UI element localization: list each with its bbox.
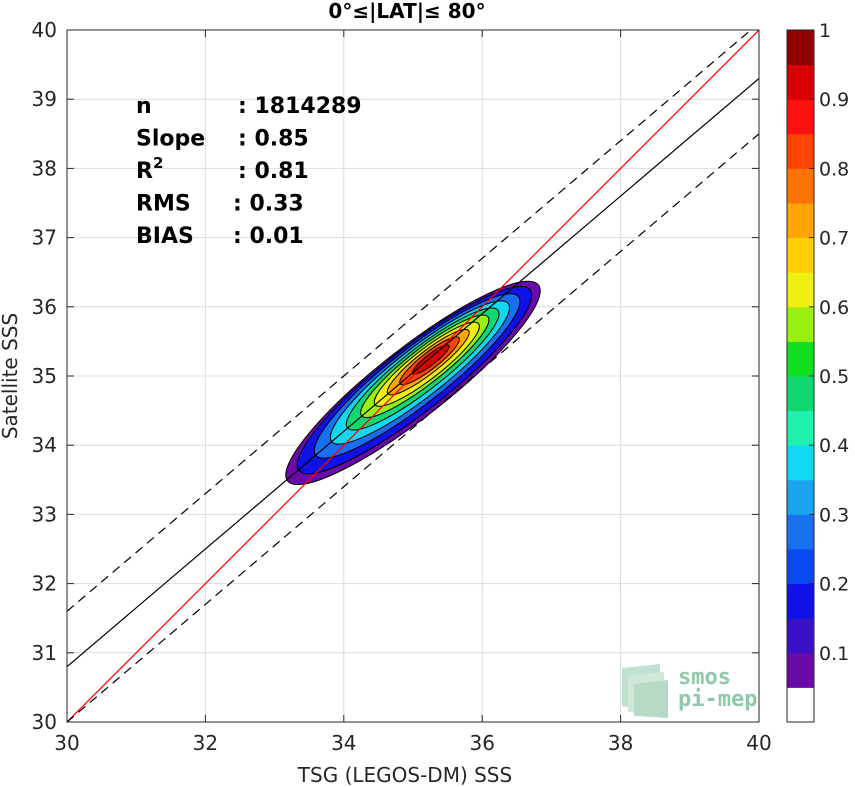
upper-bound-line [67,30,752,612]
colorbar-tick-label: 0.4 [819,435,849,457]
colorbar-tick-label: 0.5 [819,366,849,388]
colorbar-swatch [787,30,814,66]
logo-waves-icon [622,664,668,718]
colorbar-swatch [787,341,814,377]
colorbar-swatch [787,64,814,100]
stat-label: RMS [136,192,191,217]
logo-line1: smos [678,665,731,690]
stat-value: : 0.85 [238,127,309,152]
colorbar-swatch [787,410,814,446]
colorbar-swatch [787,376,814,412]
stat-label: n [136,94,152,119]
colorbar-swatch [787,272,814,308]
grid [66,29,760,723]
colorbar-swatch [787,652,814,688]
y-tick-label: 30 [32,710,57,734]
colorbar-tick-label: 0.1 [819,643,849,665]
colorbar-tick-label: 0.9 [819,89,849,111]
y-tick-label: 37 [32,226,57,250]
colorbar-swatch [787,445,814,481]
colorbar-swatch [787,99,814,135]
fit-lines [67,30,759,722]
y-tick-label: 36 [32,295,57,319]
stat-label: Slope [136,127,205,152]
lower-bound-line [67,133,759,722]
y-tick-label: 33 [32,502,57,526]
x-tick-label: 30 [54,731,79,755]
x-axis-label: TSG (LEGOS-DM) SSS [297,763,512,787]
x-tick-label: 38 [608,731,633,755]
colorbar-tick-label: 0.8 [819,158,849,180]
y-tick-label: 38 [32,156,57,180]
colorbar-swatch [787,687,814,723]
axes: 30 32 34 36 38 40 30 31 32 33 34 35 36 37 38 39 40 [32,18,772,755]
colorbar-swatch [787,203,814,239]
logo-line2: pi-mep [678,687,757,712]
stat-value: : 0.33 [233,192,304,217]
y-tick-label: 32 [32,572,57,596]
x-tick-label: 32 [193,731,218,755]
stat-value: : 0.81 [238,159,309,184]
stat-label-superscript: 2 [153,154,163,172]
y-tick-label: 39 [32,87,57,111]
x-tick-label: 36 [469,731,494,755]
y-tick-label: 31 [32,641,57,665]
regression-line [67,77,759,668]
y-tick-label: 35 [32,364,57,388]
colorbar-tick-label: 0.3 [819,504,849,526]
identity-line [67,30,759,722]
stat-label: BIAS [136,224,194,249]
colorbar-swatch [787,479,814,515]
colorbar-swatch [787,306,814,342]
colorbar-swatch [787,583,814,619]
stat-value: : 1814289 [238,94,362,119]
stat-value: : 0.01 [233,224,304,249]
smos-pi-mep-logo: smos pi-mep [622,664,757,718]
density-contours [285,280,541,486]
colorbar-swatch [787,133,814,169]
y-tick-label: 40 [32,18,57,42]
colorbar-swatch [787,168,814,204]
y-tick-label: 34 [32,433,57,457]
x-tick-label: 34 [331,731,356,755]
x-tick-label: 40 [746,731,771,755]
colorbar-tick-label: 0.7 [819,228,849,250]
colorbar-tick-label: 0.2 [819,574,849,596]
colorbar-swatch [787,618,814,654]
colorbar-tick-label: 0.6 [819,297,849,319]
colorbar-swatch [787,237,814,273]
colorbar: 0.1 0.2 0.3 0.4 0.5 0.6 0.7 0.8 0.9 1 [786,20,849,723]
chart-title: 0°≤|LAT|≤ 80° [328,0,485,23]
colorbar-swatch [787,514,814,550]
y-axis-label: Satellite SSS [0,313,22,439]
colorbar-tick-label: 1 [819,20,831,42]
colorbar-swatch [787,549,814,585]
